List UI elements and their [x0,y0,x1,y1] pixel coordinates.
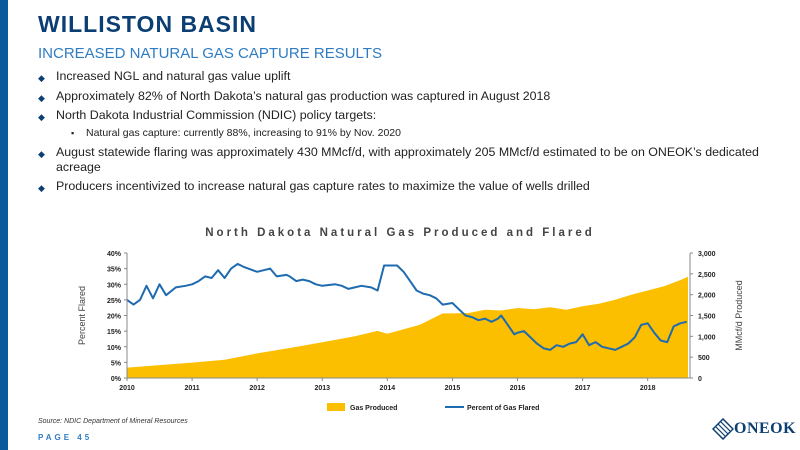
diamond-bullet-icon: ◆ [38,73,45,83]
bullet-item: ◆ North Dakota Industrial Commission (NDI… [38,108,788,140]
x-tick-label: 2016 [510,385,526,392]
bullet-text: Approximately 82% of North Dakota’s natu… [56,88,551,103]
sub-bullet-text: Natural gas capture: currently 88%, incr… [86,126,401,139]
gas-chart: 0% 5% 10% 15% 20% 25% 30% 35% 40% 0 500 1,000 1,500 2… [77,251,744,412]
right-tick-label: 1,000 [698,334,716,341]
right-tick-label: 0 [698,376,702,383]
sub-bullet-list: ▪ Natural gas capture: currently 88%, inc… [56,126,788,141]
x-tick-label: 2017 [575,385,591,392]
x-tick-label: 2010 [119,385,135,392]
bullet-text: Increased NGL and natural gas value upli… [56,69,291,83]
chart-title: North Dakota Natural Gas Produced and Fl… [205,227,595,239]
x-tick-label: 2015 [445,385,461,392]
bullet-item: ◆ August statewide flaring was approximat… [38,145,788,174]
x-tick-label: 2011 [184,385,199,392]
left-tick-label: 5% [111,360,122,367]
page-title: WILLISTON BASIN [38,11,258,37]
right-tick-label: 2,000 [698,293,716,300]
diamond-bullet-icon: ◆ [38,183,45,193]
right-tick-label: 500 [698,355,710,362]
bullet-text: North Dakota Industrial Commission (NDIC… [56,108,377,122]
legend-gas-swatch [327,403,345,411]
square-bullet-icon: ▪ [71,127,75,138]
bullet-text: August statewide flaring was approximate… [56,145,759,174]
left-tick-label: 10% [107,345,122,352]
diamond-bullet-icon: ◆ [38,149,45,159]
right-tick-label: 2,500 [698,272,716,279]
left-tick-label: 35% [107,267,122,274]
x-tick-label: 2014 [380,385,396,392]
bullet-item: ◆ Approximately 82% of North Dakota’s nat… [38,89,788,104]
right-tick-label: 1,500 [698,314,716,321]
sub-bullet-item: ▪ Natural gas capture: currently 88%, inc… [56,126,788,141]
diamond-bullet-icon: ◆ [38,92,45,103]
source-note: Source: NDIC Department of Mineral Resou… [38,418,188,425]
bullet-item: ◆ Increased NGL and natural gas value upl… [38,69,788,84]
oneok-logo-icon [712,418,734,440]
page-number: PAGE 45 [38,433,93,442]
x-tick-label: 2013 [314,385,330,392]
diamond-bullet-icon: ◆ [38,112,45,122]
bullet-text: Producers incentivized to increase natur… [56,179,590,193]
x-tick-label: 2012 [249,385,265,392]
legend-flare-label: Percent of Gas Flared [467,405,539,412]
right-axis-title: MMcf/d Produced [734,280,744,351]
oneok-logo: ONEOK [712,418,796,440]
left-axis-title: Percent Flared [77,286,87,345]
left-tick-label: 0% [111,376,122,383]
left-tick-label: 20% [107,314,122,321]
bullet-list: ◆ Increased NGL and natural gas value upl… [38,69,788,199]
accent-bar [0,0,8,450]
right-tick-label: 3,000 [698,251,716,258]
oneok-logo-text: ONEOK [734,420,797,437]
left-tick-label: 40% [107,251,122,258]
left-tick-label: 25% [107,298,122,305]
percent-flared-line [126,262,687,351]
page-subtitle: INCREASED NATURAL GAS CAPTURE RESULTS [38,45,382,62]
gas-produced-area [127,276,688,378]
bullet-item: ◆ Producers incentivized to increase natu… [38,179,788,194]
left-tick-label: 30% [107,282,122,289]
legend-gas-label: Gas Produced [350,405,397,412]
left-tick-label: 15% [107,329,122,336]
x-tick-label: 2018 [640,385,656,392]
